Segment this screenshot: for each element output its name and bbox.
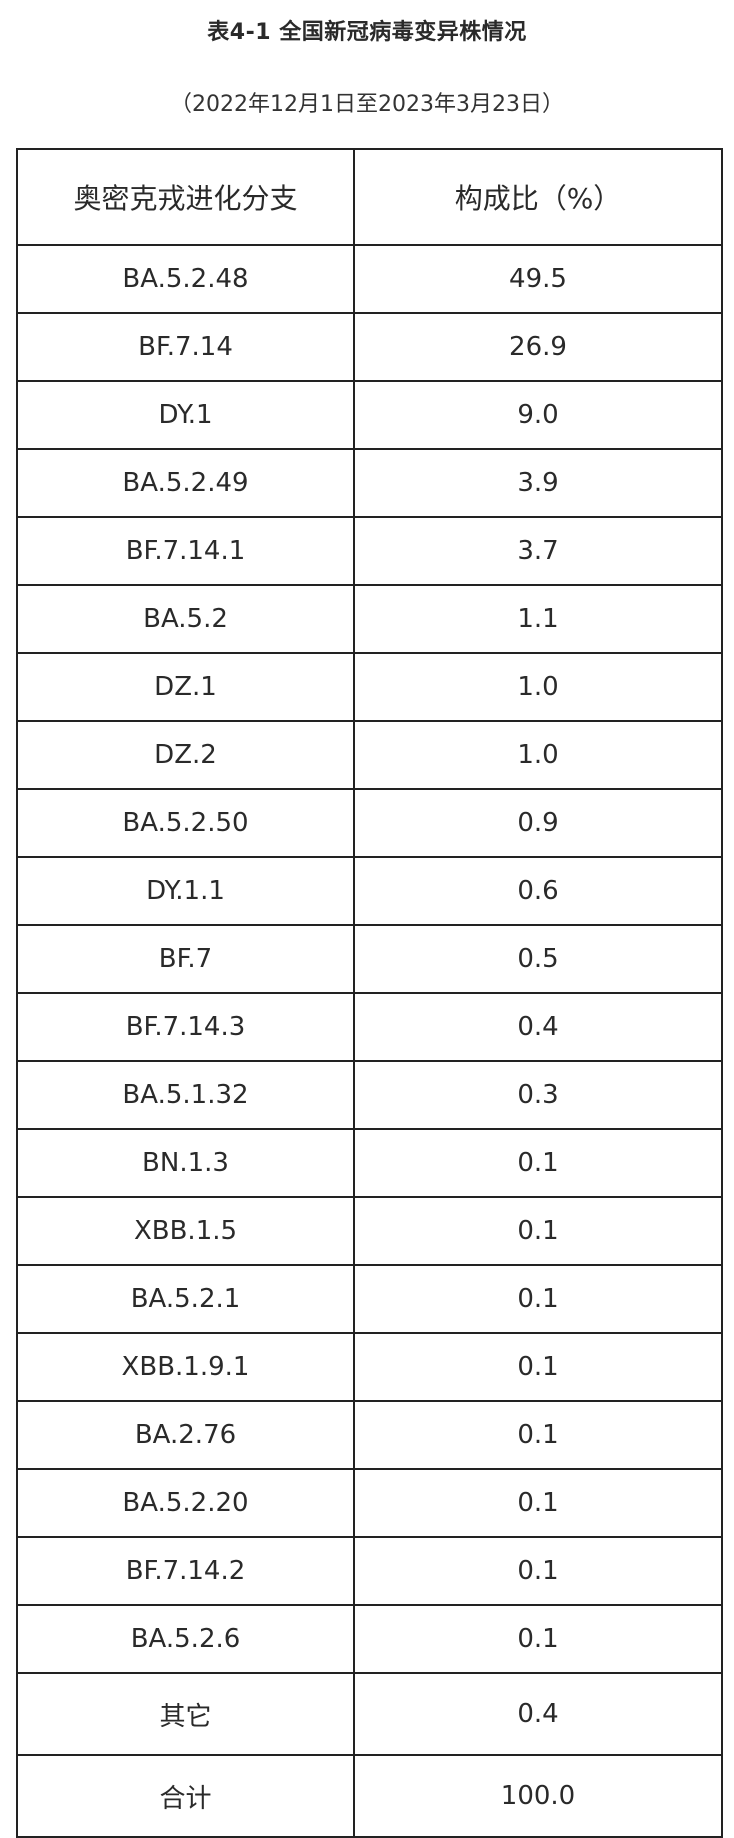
percent-cell: 49.5 — [353, 244, 723, 314]
table-row: BA.5.1.32 0.3 — [16, 1060, 723, 1130]
percent-cell: 0.5 — [353, 924, 723, 994]
lineage-cell: XBB.1.5 — [16, 1196, 355, 1266]
percent-cell: 0.1 — [353, 1196, 723, 1266]
percent-cell: 0.1 — [353, 1604, 723, 1674]
table-row: BF.7.14.2 0.1 — [16, 1536, 723, 1606]
variant-table-container: 奥密克戎进化分支 构成比（%） BA.5.2.48 49.5 BF.7.14 2… — [16, 148, 723, 1838]
percent-cell: 0.1 — [353, 1468, 723, 1538]
table-row: BA.2.76 0.1 — [16, 1400, 723, 1470]
table-row: BA.5.2.49 3.9 — [16, 448, 723, 518]
table-row: BF.7.14 26.9 — [16, 312, 723, 382]
table-row: BF.7 0.5 — [16, 924, 723, 994]
lineage-cell: BA.2.76 — [16, 1400, 355, 1470]
lineage-cell: BN.1.3 — [16, 1128, 355, 1198]
table-row: DZ.2 1.0 — [16, 720, 723, 790]
lineage-cell: DY.1.1 — [16, 856, 355, 926]
percent-cell: 1.0 — [353, 720, 723, 790]
lineage-cell: BA.5.2.50 — [16, 788, 355, 858]
table-row: BA.5.2.50 0.9 — [16, 788, 723, 858]
table-row: DY.1 9.0 — [16, 380, 723, 450]
percent-cell: 3.9 — [353, 448, 723, 518]
percent-cell: 1.0 — [353, 652, 723, 722]
percent-cell: 3.7 — [353, 516, 723, 586]
percent-cell: 0.4 — [353, 992, 723, 1062]
table-row: XBB.1.9.1 0.1 — [16, 1332, 723, 1402]
lineage-cell: BA.5.1.32 — [16, 1060, 355, 1130]
table-row: BA.5.2.1 0.1 — [16, 1264, 723, 1334]
lineage-cell: BF.7.14.2 — [16, 1536, 355, 1606]
percent-cell: 0.1 — [353, 1264, 723, 1334]
table-row: BF.7.14.1 3.7 — [16, 516, 723, 586]
lineage-cell: BF.7.14.3 — [16, 992, 355, 1062]
table-row: DZ.1 1.0 — [16, 652, 723, 722]
table-row: DY.1.1 0.6 — [16, 856, 723, 926]
lineage-cell: BA.5.2.1 — [16, 1264, 355, 1334]
table-row: XBB.1.5 0.1 — [16, 1196, 723, 1266]
lineage-cell: DZ.1 — [16, 652, 355, 722]
lineage-cell: DZ.2 — [16, 720, 355, 790]
table-header-row: 奥密克戎进化分支 构成比（%） — [16, 148, 723, 246]
table-row: BA.5.2 1.1 — [16, 584, 723, 654]
percent-cell: 0.1 — [353, 1536, 723, 1606]
table-row: BN.1.3 0.1 — [16, 1128, 723, 1198]
lineage-cell: BA.5.2.20 — [16, 1468, 355, 1538]
lineage-cell: XBB.1.9.1 — [16, 1332, 355, 1402]
table-row: BA.5.2.20 0.1 — [16, 1468, 723, 1538]
total-label-cell: 合计 — [16, 1754, 355, 1838]
column-header-lineage: 奥密克戎进化分支 — [16, 148, 355, 246]
percent-cell: 0.1 — [353, 1128, 723, 1198]
percent-cell: 1.1 — [353, 584, 723, 654]
lineage-cell: BF.7 — [16, 924, 355, 994]
variant-table: 奥密克戎进化分支 构成比（%） BA.5.2.48 49.5 BF.7.14 2… — [16, 148, 723, 1838]
percent-cell: 0.4 — [353, 1672, 723, 1756]
percent-cell: 26.9 — [353, 312, 723, 382]
lineage-cell: BF.7.14.1 — [16, 516, 355, 586]
percent-cell: 9.0 — [353, 380, 723, 450]
table-subtitle: （2022年12月1日至2023年3月23日） — [170, 92, 564, 117]
lineage-cell: 其它 — [16, 1672, 355, 1756]
column-header-percent: 构成比（%） — [353, 148, 723, 246]
lineage-cell: BA.5.2.48 — [16, 244, 355, 314]
table-row: BA.5.2.6 0.1 — [16, 1604, 723, 1674]
table-row: BA.5.2.48 49.5 — [16, 244, 723, 314]
lineage-cell: BA.5.2 — [16, 584, 355, 654]
percent-cell: 0.9 — [353, 788, 723, 858]
percent-cell: 0.3 — [353, 1060, 723, 1130]
table-row: BF.7.14.3 0.4 — [16, 992, 723, 1062]
lineage-cell: BA.5.2.49 — [16, 448, 355, 518]
lineage-cell: BA.5.2.6 — [16, 1604, 355, 1674]
lineage-cell: BF.7.14 — [16, 312, 355, 382]
table-row-other: 其它 0.4 — [16, 1672, 723, 1756]
table-row-total: 合计 100.0 — [16, 1754, 723, 1838]
total-value-cell: 100.0 — [353, 1754, 723, 1838]
lineage-cell: DY.1 — [16, 380, 355, 450]
table-title: 表4-1 全国新冠病毒变异株情况 — [207, 20, 527, 45]
percent-cell: 0.1 — [353, 1400, 723, 1470]
percent-cell: 0.1 — [353, 1332, 723, 1402]
percent-cell: 0.6 — [353, 856, 723, 926]
